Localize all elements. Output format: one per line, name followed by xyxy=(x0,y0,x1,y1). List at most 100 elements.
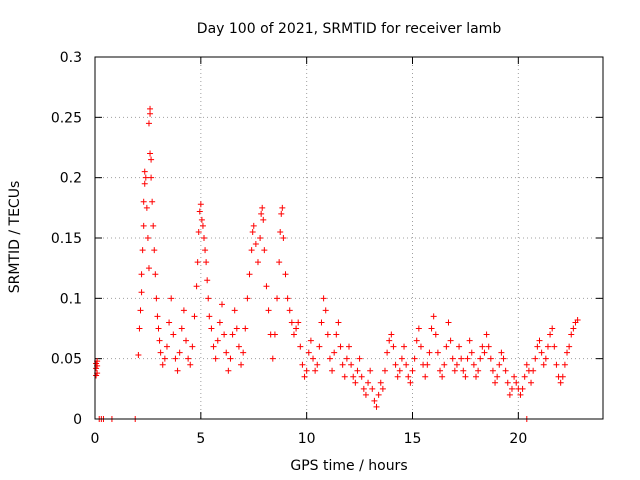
data-point xyxy=(274,295,281,302)
data-point xyxy=(445,319,452,326)
data-points xyxy=(93,105,581,422)
data-point xyxy=(208,325,215,332)
data-point xyxy=(282,271,289,278)
data-point xyxy=(170,331,177,338)
data-point xyxy=(339,361,346,368)
data-point xyxy=(405,373,412,380)
data-point xyxy=(141,180,148,187)
data-point xyxy=(172,355,179,362)
data-point xyxy=(449,355,456,362)
data-point xyxy=(424,361,431,368)
data-point xyxy=(204,277,211,284)
data-point xyxy=(447,337,454,344)
data-point xyxy=(168,295,175,302)
data-point xyxy=(145,120,152,127)
data-point xyxy=(470,361,477,368)
data-point xyxy=(271,331,278,338)
data-point xyxy=(496,361,503,368)
data-point xyxy=(384,349,391,356)
data-point xyxy=(564,349,571,356)
data-point xyxy=(138,271,145,278)
data-point xyxy=(297,343,304,350)
data-point xyxy=(508,385,515,392)
data-point xyxy=(235,343,242,350)
x-tick-label: 15 xyxy=(404,431,422,447)
data-point xyxy=(329,367,336,374)
data-point xyxy=(475,367,482,374)
data-point xyxy=(468,349,475,356)
data-point xyxy=(534,343,541,350)
data-point xyxy=(519,385,526,392)
data-point xyxy=(250,222,257,229)
data-point xyxy=(314,361,321,368)
data-point xyxy=(426,349,433,356)
data-point xyxy=(473,373,479,380)
data-point xyxy=(523,361,530,368)
data-point xyxy=(229,331,236,338)
data-point xyxy=(542,355,549,362)
data-point xyxy=(305,349,312,356)
data-point xyxy=(280,235,287,241)
data-point xyxy=(147,150,154,157)
data-point xyxy=(279,204,286,211)
data-point xyxy=(151,247,158,254)
data-point xyxy=(430,313,437,320)
data-point xyxy=(367,367,374,374)
chart-title: Day 100 of 2021, SRMTID for receiver lam… xyxy=(197,21,502,37)
y-tick-label: 0.1 xyxy=(60,291,82,307)
data-point xyxy=(390,343,397,350)
data-point xyxy=(154,313,161,320)
data-point xyxy=(326,355,333,362)
data-point xyxy=(532,355,539,362)
data-point xyxy=(401,343,408,350)
data-point xyxy=(140,222,147,229)
data-point xyxy=(369,385,376,392)
data-point xyxy=(260,216,267,223)
data-point xyxy=(240,349,247,356)
data-point xyxy=(559,373,566,380)
data-point xyxy=(335,319,342,326)
data-point xyxy=(223,349,230,356)
data-point xyxy=(157,349,164,356)
data-point xyxy=(407,379,414,386)
data-point xyxy=(159,361,166,368)
data-point xyxy=(259,204,266,211)
data-point xyxy=(155,325,162,332)
data-point xyxy=(153,295,160,302)
data-point xyxy=(136,325,143,332)
data-point xyxy=(198,216,205,223)
data-point xyxy=(288,319,295,326)
data-point xyxy=(141,168,148,175)
data-point xyxy=(352,379,359,386)
data-point xyxy=(549,325,556,332)
data-point xyxy=(210,343,217,350)
data-point xyxy=(553,361,560,368)
data-point xyxy=(231,307,238,314)
data-point xyxy=(386,337,393,344)
data-point xyxy=(373,403,380,410)
data-point xyxy=(143,204,150,211)
data-point xyxy=(225,367,232,374)
data-point xyxy=(409,367,416,374)
data-point xyxy=(337,343,344,350)
data-point xyxy=(295,319,302,326)
data-point xyxy=(398,355,405,362)
data-point xyxy=(494,373,501,380)
data-point xyxy=(477,355,484,362)
data-point xyxy=(135,352,142,359)
data-point xyxy=(265,307,272,314)
data-point xyxy=(460,367,467,374)
data-point xyxy=(568,331,575,338)
data-point xyxy=(492,379,499,386)
data-point xyxy=(138,289,145,296)
data-point xyxy=(178,325,185,332)
data-point xyxy=(462,373,469,380)
data-point xyxy=(464,355,471,362)
data-point xyxy=(428,325,435,332)
data-point xyxy=(343,355,350,362)
data-point xyxy=(249,228,256,235)
data-point xyxy=(139,247,146,254)
data-point xyxy=(278,210,285,217)
data-point xyxy=(252,241,259,248)
data-point xyxy=(219,301,225,308)
